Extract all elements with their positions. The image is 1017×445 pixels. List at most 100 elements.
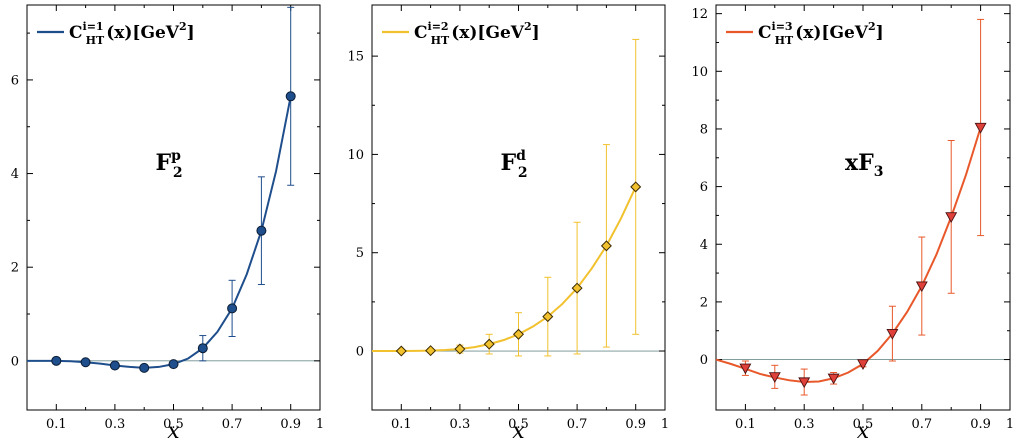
data-point: [739, 363, 752, 375]
y-tick-label: 2: [11, 261, 19, 276]
legend-superscript: i=3: [772, 20, 793, 33]
legend-rest: (x)[GeV: [106, 23, 180, 43]
data-point: [227, 303, 238, 314]
data-point: [256, 225, 267, 236]
x-tick-label: 0.9: [625, 417, 646, 432]
legend-main: C: [69, 23, 83, 43]
annotation-subscript: 2: [518, 165, 528, 181]
data-point: [630, 181, 642, 193]
y-tick-label: 6: [700, 180, 708, 195]
x-tick-label: 0.9: [280, 417, 301, 432]
legend-label: Ci=2 HT (x)[GeV2]: [414, 20, 540, 47]
y-tick-label: 12: [691, 7, 708, 22]
legend-subscript: HT: [431, 34, 450, 47]
x-axis-title: x: [857, 419, 870, 444]
y-tick-label: 2: [700, 295, 708, 310]
annotation-subscript: 3: [874, 164, 884, 180]
y-tick-label: 0: [700, 353, 708, 368]
annotation-superscript: d: [516, 148, 526, 164]
legend-main: C: [758, 23, 772, 43]
data-point: [915, 281, 928, 293]
data-point: [512, 328, 525, 340]
data-point: [139, 362, 150, 373]
legend-close: ]: [187, 23, 195, 43]
legend-label: Ci=1 HT (x)[GeV2]: [69, 20, 195, 47]
series-curve: [27, 96, 292, 369]
legend-close: ]: [876, 23, 884, 43]
data-point: [945, 212, 958, 223]
plot-frame: [715, 4, 1011, 411]
legend-superscript: i=2: [428, 20, 449, 33]
legend-unit-superscript: 2: [868, 20, 876, 33]
y-tick-label: 4: [700, 238, 708, 253]
x-tick-label: 0.9: [970, 417, 991, 432]
data-point: [857, 359, 869, 371]
y-tick-label: 10: [347, 148, 364, 163]
data-point: [798, 377, 811, 389]
data-point: [51, 355, 62, 366]
y-tick-label: 0: [11, 354, 19, 369]
x-tick-label: 0.5: [853, 417, 874, 432]
x-tick-label: 0.1: [735, 417, 756, 432]
x-axis-title: x: [167, 419, 180, 444]
panel-annotation: Fp 2: [156, 148, 183, 181]
legend-close: ]: [532, 23, 540, 43]
y-tick-label: 8: [700, 122, 708, 137]
x-tick-label: 1: [1006, 417, 1014, 432]
legend-unit-superscript: 2: [179, 20, 187, 33]
y-tick-label: 0: [356, 345, 364, 360]
data-point: [827, 373, 840, 385]
legend-superscript: i=1: [83, 20, 104, 33]
data-point: [109, 360, 120, 371]
data-point: [197, 343, 208, 354]
legend-main: C: [414, 23, 428, 43]
y-tick-label: 10: [691, 65, 708, 80]
x-tick-label: 0.3: [450, 417, 471, 432]
x-tick-label: 0.3: [794, 417, 815, 432]
x-tick-label: 0.1: [46, 417, 67, 432]
data-point: [285, 91, 296, 102]
y-tick-label: 15: [347, 50, 364, 65]
data-point: [425, 345, 437, 357]
data-point: [542, 311, 554, 323]
data-point: [600, 240, 612, 252]
data-point: [571, 282, 583, 294]
x-tick-label: 0.7: [911, 417, 932, 432]
x-axis-title: x: [512, 419, 525, 444]
legend-subscript: HT: [775, 34, 794, 47]
x-tick-label: 0.7: [567, 417, 588, 432]
panel-annotation: Fd 2: [501, 148, 528, 181]
y-tick-label: 6: [11, 73, 19, 88]
data-point: [454, 343, 466, 355]
y-tick-label: 4: [11, 167, 19, 182]
x-tick-label: 0.5: [163, 417, 184, 432]
legend-rest: (x)[GeV: [795, 23, 869, 43]
legend-unit-superscript: 2: [524, 20, 532, 33]
data-point: [768, 372, 781, 383]
data-point: [168, 359, 179, 370]
series-curve: [372, 186, 637, 353]
data-point: [886, 329, 899, 340]
annotation-main: F: [501, 150, 517, 176]
x-tick-label: 0.7: [222, 417, 243, 432]
series-curve: [715, 127, 982, 384]
data-point: [395, 345, 407, 357]
legend-label: Ci=3 HT (x)[GeV2]: [758, 20, 884, 47]
x-tick-label: 0.3: [105, 417, 126, 432]
y-tick-label: 5: [356, 246, 364, 261]
legend-rest: (x)[GeV: [451, 23, 525, 43]
annotation-subscript: 2: [173, 165, 183, 181]
x-tick-label: 1: [316, 417, 324, 432]
x-tick-label: 0.5: [508, 417, 529, 432]
annotation-main: F: [156, 150, 172, 176]
annotation-main: xF: [845, 150, 874, 176]
legend-subscript: HT: [86, 34, 105, 47]
data-point: [974, 122, 987, 134]
panel-annotation: xF3: [845, 150, 884, 180]
plot-frame: [26, 4, 321, 411]
x-tick-label: 0.1: [391, 417, 412, 432]
